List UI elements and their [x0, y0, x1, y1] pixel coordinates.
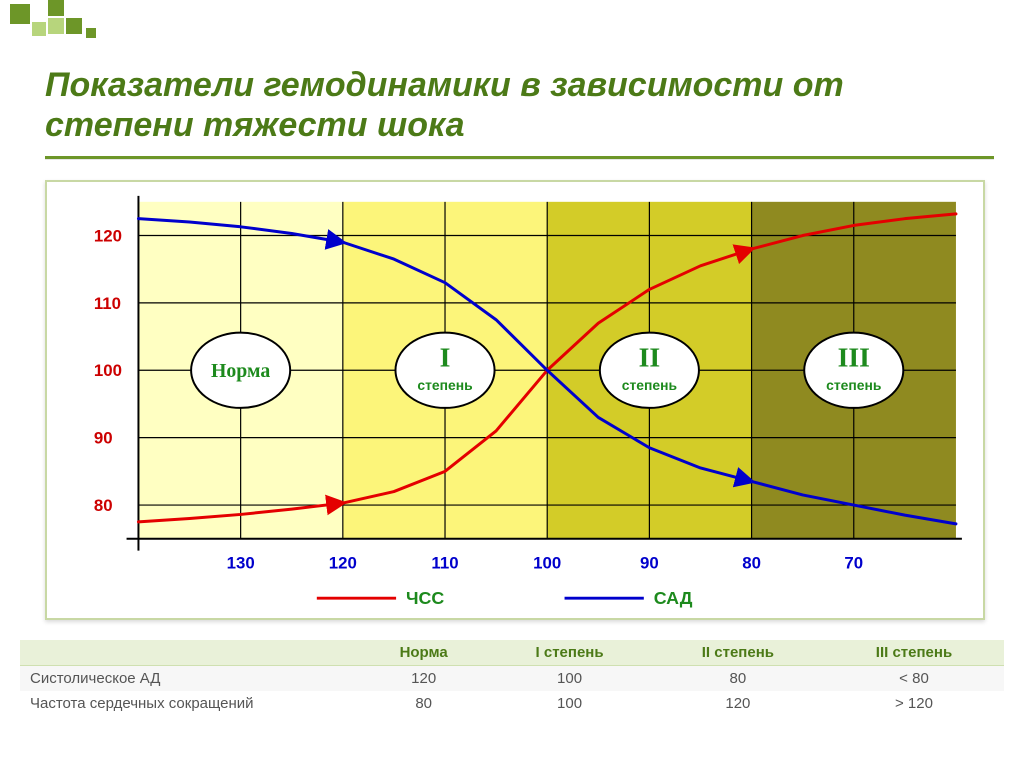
svg-text:I: I	[440, 342, 451, 373]
table-cell: < 80	[824, 666, 1004, 692]
legend-label-chs: ЧСС	[406, 588, 444, 608]
svg-text:Норма: Норма	[211, 360, 270, 382]
table-header: I степень	[487, 640, 651, 666]
corner-motif	[10, 0, 120, 60]
table-cell: 100	[487, 666, 651, 692]
xtick-label: 130	[227, 553, 255, 572]
slide: Показатели гемодинамики в зависимости от…	[0, 0, 1024, 767]
svg-text:III: III	[838, 342, 870, 373]
xtick-label: 80	[742, 553, 761, 572]
table-header: Норма	[360, 640, 487, 666]
zone-label: Норма	[211, 360, 270, 382]
xtick-label: 110	[431, 553, 458, 572]
table-cell: 100	[487, 691, 651, 716]
table-header: III степень	[824, 640, 1004, 666]
hemodynamics-chart: 80 90 100 110 120 130 120 110 100 90 80 70 Норма Iсте…	[45, 180, 985, 620]
legend-label-sad: САД	[654, 588, 693, 608]
svg-text:степень: степень	[417, 377, 472, 393]
table-header-empty	[20, 640, 360, 666]
xtick-label: 120	[329, 553, 357, 572]
ytick-label: 120	[94, 226, 122, 245]
svg-text:степень: степень	[622, 377, 677, 393]
series-arrow	[329, 503, 343, 505]
ytick-label: 80	[94, 496, 113, 515]
table-cell: > 120	[824, 691, 1004, 716]
table-row: Систолическое АД12010080< 80	[20, 666, 1004, 692]
table-rowlabel: Частота сердечных сокращений	[20, 691, 360, 716]
table-cell: 120	[360, 666, 487, 692]
page-title: Показатели гемодинамики в зависимости от…	[45, 65, 984, 145]
table-cell: 80	[360, 691, 487, 716]
table-cell: 120	[652, 691, 824, 716]
svg-text:II: II	[639, 342, 661, 373]
table-rowlabel: Систолическое АД	[20, 666, 360, 692]
ytick-label: 90	[94, 429, 113, 448]
ytick-label: 110	[94, 294, 121, 313]
xtick-label: 100	[533, 553, 561, 572]
title-underline	[45, 156, 994, 160]
table-row: Частота сердечных сокращений80100120> 12…	[20, 691, 1004, 716]
table-cell: 80	[652, 666, 824, 692]
table-header: II степень	[652, 640, 824, 666]
ytick-label: 100	[94, 361, 122, 380]
xtick-label: 70	[844, 553, 863, 572]
svg-text:степень: степень	[826, 377, 881, 393]
xtick-label: 90	[640, 553, 659, 572]
hemodynamics-table: НормаI степеньII степеньIII степеньСисто…	[20, 640, 1004, 716]
chart-svg: 80 90 100 110 120 130 120 110 100 90 80 70 Норма Iсте…	[47, 182, 983, 618]
